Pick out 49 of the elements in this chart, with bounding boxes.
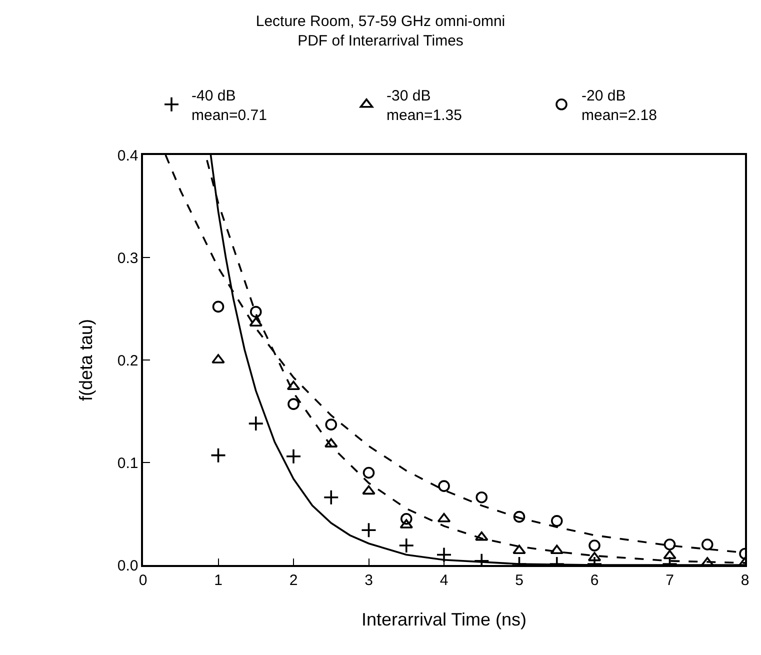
- point: [550, 544, 564, 554]
- point: [210, 447, 226, 464]
- x-tick-label: 2: [289, 572, 298, 589]
- point: [476, 491, 488, 504]
- point: [400, 512, 412, 525]
- point: [474, 531, 488, 541]
- point: [286, 380, 300, 390]
- x-tick-label: 4: [440, 572, 448, 589]
- x-tick-label: 7: [666, 572, 674, 589]
- point: [286, 448, 302, 464]
- point: [248, 416, 264, 432]
- legend-label: -40 dB mean=0.71: [192, 88, 267, 124]
- point: [437, 512, 451, 522]
- x-tick-label: 6: [590, 572, 599, 589]
- x-tick-label: 0: [138, 572, 148, 589]
- point: [360, 522, 377, 538]
- point: [438, 480, 450, 492]
- point: [362, 466, 375, 479]
- chart-title: Lecture Room, 57-59 GHz omni-omni PDF of Interarrival Times: [256, 13, 506, 50]
- y-tick-label: 0.4: [117, 147, 138, 164]
- y-tick-label: 0.2: [117, 352, 138, 370]
- point: [212, 354, 225, 364]
- point: [588, 540, 600, 552]
- legend-label: -30 dB mean=1.35: [386, 88, 462, 124]
- x-tick-label: 8: [740, 572, 750, 589]
- point: [250, 306, 262, 318]
- point: [288, 398, 300, 410]
- point: [212, 300, 224, 313]
- point: [588, 552, 602, 562]
- y-axis-title: f(deta tau): [76, 318, 96, 402]
- point: [701, 538, 714, 550]
- y-tick-label: 0.3: [117, 250, 138, 267]
- x-axis-title: Interarrival Time (ns): [361, 609, 527, 630]
- point: [664, 538, 676, 550]
- point: [513, 510, 526, 523]
- y-tick-label: 0.1: [117, 454, 138, 472]
- point: [323, 489, 340, 506]
- point: [550, 515, 563, 527]
- point: [663, 550, 676, 560]
- point: [436, 546, 452, 563]
- point: [325, 418, 338, 430]
- x-tick-label: 3: [364, 572, 373, 589]
- y-tick-label: 0.0: [117, 557, 138, 574]
- point: [398, 538, 414, 554]
- x-tick-label: 1: [214, 572, 222, 589]
- point: [512, 544, 526, 554]
- legend-label: -20 dB mean=2.18: [582, 88, 657, 124]
- x-tick-label: 5: [515, 572, 524, 589]
- point: [362, 485, 376, 495]
